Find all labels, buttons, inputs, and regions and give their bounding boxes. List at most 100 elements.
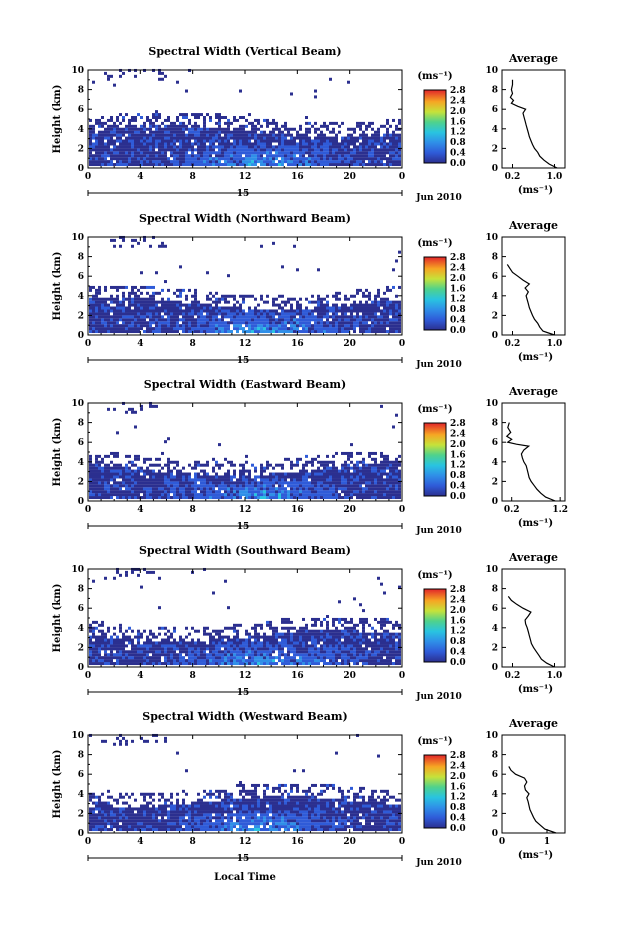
heatmap-cell (326, 463, 329, 467)
heatmap-cell (272, 315, 275, 319)
heatmap-cell (197, 130, 200, 134)
heatmap-cell (329, 327, 332, 331)
heatmap-cell (323, 139, 326, 143)
heatmap-cell (236, 324, 239, 328)
heatmap-cell (179, 127, 182, 131)
heatmap-cell (104, 656, 107, 660)
heatmap-cell (311, 481, 314, 485)
heatmap-cell (269, 626, 272, 630)
heatmap-cell (122, 315, 125, 319)
heatmap-cell (137, 297, 140, 301)
heatmap-cell (155, 327, 158, 331)
colorbar-tick-label: 1.2 (450, 295, 466, 305)
heatmap-cell (140, 312, 143, 316)
heatmap-cell (395, 324, 398, 328)
heatmap-cell (296, 312, 299, 316)
heatmap-cell (113, 285, 116, 289)
heatmap-cell (266, 300, 269, 304)
heatmap-cell (98, 303, 101, 307)
heatmap-cell (341, 145, 344, 149)
heatmap-cell (263, 632, 266, 636)
heatmap-cell (152, 113, 155, 117)
heatmap-cell (371, 321, 374, 325)
heatmap-cell (188, 154, 191, 158)
heatmap-cell (128, 626, 131, 630)
heatmap-cell (296, 303, 299, 307)
heatmap-cell (347, 145, 350, 149)
heatmap-cell (353, 163, 356, 167)
heatmap-cell (221, 127, 224, 131)
heatmap-cell (215, 139, 218, 143)
heatmap-cell (395, 475, 398, 479)
average-y-tick-label: 8 (492, 86, 498, 96)
heatmap-cell (95, 466, 98, 470)
heatmap-cell (194, 297, 197, 301)
heatmap-cell (224, 644, 227, 648)
heatmap-cell (239, 641, 242, 645)
heatmap-cell (323, 460, 326, 464)
heatmap-cell (101, 659, 104, 663)
heatmap-cell (194, 303, 197, 307)
heatmap-cell (278, 487, 281, 491)
heatmap-cell (116, 297, 119, 301)
heatmap-cell (341, 303, 344, 307)
heatmap-cell (158, 330, 161, 334)
heatmap-cell (173, 121, 176, 125)
heatmap-cell (209, 133, 212, 137)
heatmap-cell (179, 121, 182, 125)
heatmap-cell (95, 638, 98, 642)
heatmap-cell (218, 142, 221, 146)
heatmap-cell (131, 133, 134, 137)
heatmap-cell (338, 151, 341, 155)
heatmap-cell (170, 472, 173, 476)
heatmap-cell (362, 306, 365, 310)
heatmap-cell (257, 484, 260, 488)
heatmap-cell (230, 157, 233, 161)
heatmap-cell (347, 297, 350, 301)
heatmap-cell (284, 656, 287, 660)
heatmap-cell (161, 139, 164, 143)
heatmap-cell (224, 626, 227, 630)
heatmap-cell (146, 306, 149, 310)
heatmap-cell (122, 157, 125, 161)
heatmap-cell (248, 154, 251, 158)
heatmap-cell (98, 133, 101, 137)
heatmap-cell (197, 160, 200, 164)
heatmap-cell (203, 656, 206, 660)
heatmap-cell (311, 324, 314, 328)
heatmap-cell (194, 324, 197, 328)
heatmap-cell (206, 475, 209, 479)
heatmap-cell (164, 306, 167, 310)
heatmap-cell (338, 160, 341, 164)
heatmap-cell (146, 148, 149, 152)
heatmap-cell (389, 493, 392, 497)
heatmap-cell (269, 309, 272, 313)
heatmap-cell (392, 487, 395, 491)
heatmap-cell (398, 157, 401, 161)
heatmap-cell (161, 644, 164, 648)
heatmap-cell (107, 659, 110, 663)
heatmap-cell (155, 312, 158, 316)
heatmap-cell (350, 318, 353, 322)
heatmap-cell (92, 629, 95, 633)
heatmap-cell (293, 635, 296, 639)
heatmap-cell (149, 148, 152, 152)
heatmap-cell (392, 157, 395, 161)
heatmap-cell (227, 157, 230, 161)
heatmap-cell (149, 309, 152, 313)
heatmap-cell (353, 469, 356, 473)
heatmap-cell (104, 71, 107, 75)
heatmap-cell (158, 475, 161, 479)
heatmap-cell (140, 142, 143, 146)
heatmap-cell (284, 303, 287, 307)
heatmap-cell (170, 121, 173, 125)
heatmap-cell (137, 163, 140, 167)
heatmap-cell (230, 481, 233, 485)
average-x-tick-label: 0.2 (504, 505, 520, 515)
heatmap-cell (221, 312, 224, 316)
heatmap-cell (212, 309, 215, 313)
heatmap-cell (95, 475, 98, 479)
heatmap-cell (263, 145, 266, 149)
heatmap-cell (89, 285, 92, 289)
heatmap-cell (386, 481, 389, 485)
